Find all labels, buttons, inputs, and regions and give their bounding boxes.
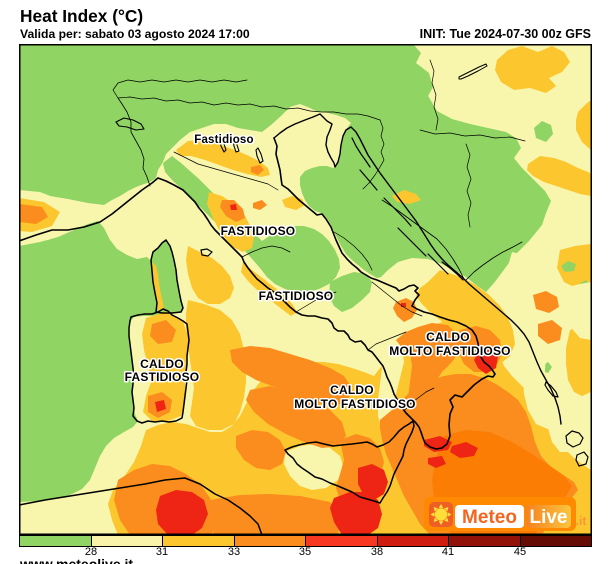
svg-text:FASTIDIOSO: FASTIDIOSO (221, 224, 296, 238)
svg-text:Fastidioso: Fastidioso (194, 134, 254, 146)
svg-text:MOLTO FASTIDIOSO: MOLTO FASTIDIOSO (389, 344, 510, 358)
svg-text:Live: Live (529, 507, 567, 528)
svg-text:CALDO: CALDO (330, 383, 374, 397)
svg-text:FASTIDIOSO: FASTIDIOSO (259, 289, 334, 303)
svg-text:FASTIDIOSO: FASTIDIOSO (125, 370, 200, 384)
svg-text:MOLTO FASTIDIOSO: MOLTO FASTIDIOSO (294, 397, 415, 411)
svg-text:Meteo: Meteo (462, 507, 517, 528)
svg-text:.it: .it (576, 514, 587, 528)
svg-text:CALDO: CALDO (140, 357, 184, 371)
svg-text:CALDO: CALDO (426, 330, 470, 344)
